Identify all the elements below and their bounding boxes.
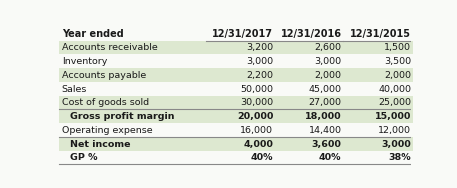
- Text: 18,000: 18,000: [305, 112, 341, 121]
- Text: 15,000: 15,000: [375, 112, 411, 121]
- Bar: [59, 68, 413, 82]
- Text: 38%: 38%: [388, 153, 411, 162]
- Bar: [59, 54, 413, 68]
- Text: Operating expense: Operating expense: [62, 126, 152, 135]
- Bar: [59, 109, 413, 123]
- Text: Accounts receivable: Accounts receivable: [62, 43, 158, 52]
- Text: 4,000: 4,000: [243, 139, 273, 149]
- Bar: [59, 123, 413, 137]
- Text: 1,500: 1,500: [384, 43, 411, 52]
- Text: Accounts payable: Accounts payable: [62, 71, 146, 80]
- Text: 27,000: 27,000: [308, 98, 341, 107]
- Text: GP %: GP %: [69, 153, 97, 162]
- Text: 20,000: 20,000: [237, 112, 273, 121]
- Text: 3,600: 3,600: [312, 139, 341, 149]
- Text: 12,000: 12,000: [378, 126, 411, 135]
- Text: 2,000: 2,000: [314, 71, 341, 80]
- Bar: [59, 27, 413, 41]
- Text: 3,000: 3,000: [382, 139, 411, 149]
- Bar: [59, 151, 413, 164]
- Text: 3,000: 3,000: [246, 57, 273, 66]
- Text: Gross profit margin: Gross profit margin: [69, 112, 174, 121]
- Text: 12/31/2016: 12/31/2016: [281, 29, 341, 39]
- Text: 12/31/2015: 12/31/2015: [351, 29, 411, 39]
- Text: 45,000: 45,000: [308, 85, 341, 94]
- Bar: [59, 82, 413, 96]
- Text: 3,200: 3,200: [246, 43, 273, 52]
- Text: 3,500: 3,500: [384, 57, 411, 66]
- Text: Cost of goods sold: Cost of goods sold: [62, 98, 149, 107]
- Text: 2,200: 2,200: [246, 71, 273, 80]
- Text: 16,000: 16,000: [240, 126, 273, 135]
- Bar: [59, 41, 413, 54]
- Text: Year ended: Year ended: [62, 29, 123, 39]
- Bar: [59, 96, 413, 109]
- Text: 14,400: 14,400: [308, 126, 341, 135]
- Text: 3,000: 3,000: [314, 57, 341, 66]
- Text: 50,000: 50,000: [240, 85, 273, 94]
- Text: 40,000: 40,000: [378, 85, 411, 94]
- Text: Inventory: Inventory: [62, 57, 107, 66]
- Text: 2,000: 2,000: [384, 71, 411, 80]
- Text: Sales: Sales: [62, 85, 87, 94]
- Text: 12/31/2017: 12/31/2017: [212, 29, 273, 39]
- Text: Net income: Net income: [69, 139, 130, 149]
- Text: 40%: 40%: [319, 153, 341, 162]
- Text: 2,600: 2,600: [314, 43, 341, 52]
- Text: 40%: 40%: [251, 153, 273, 162]
- Text: 30,000: 30,000: [240, 98, 273, 107]
- Text: 25,000: 25,000: [378, 98, 411, 107]
- Bar: [59, 137, 413, 151]
